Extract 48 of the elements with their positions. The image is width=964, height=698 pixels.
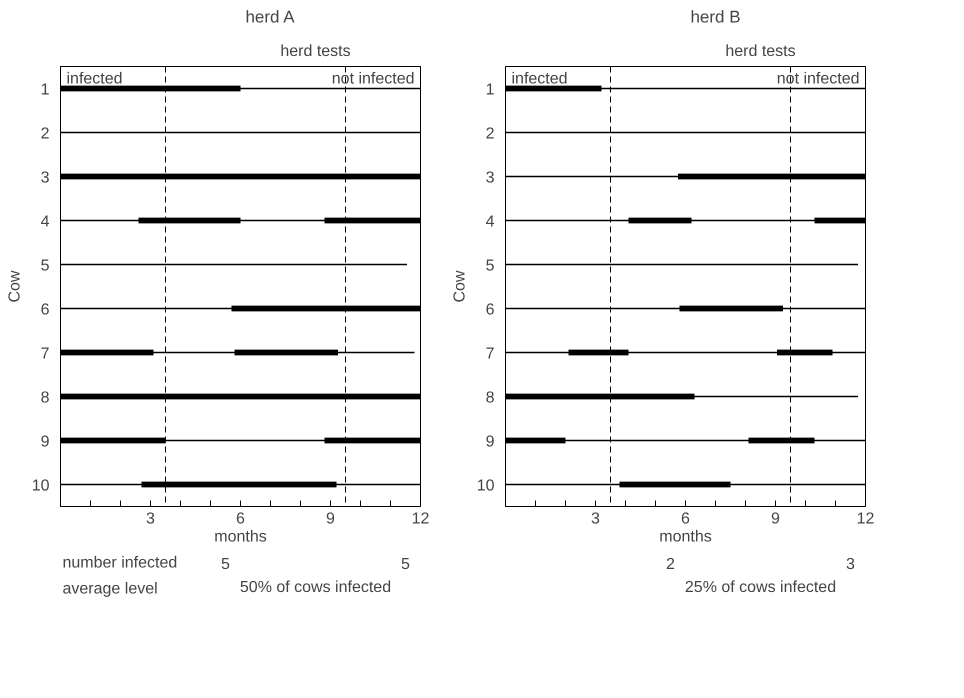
x-tick-label: 6: [681, 510, 690, 528]
x-axis-title: months: [659, 528, 712, 546]
y-tick-label: 4: [486, 214, 495, 230]
y-tick-label: 10: [32, 478, 50, 494]
text: herd tests: [280, 43, 351, 60]
y-tick-label: 3: [486, 170, 495, 186]
text: 2: [666, 556, 676, 573]
x-tick-label: 6: [236, 510, 246, 528]
y-tick-label: 4: [40, 214, 50, 230]
y-tick-label: 6: [486, 302, 495, 318]
y-tick-label: 7: [486, 346, 495, 362]
text: average level: [62, 580, 158, 598]
y-tick-label: 2: [486, 126, 495, 142]
y-tick-label: 3: [40, 170, 50, 186]
annotation: infected: [66, 70, 123, 88]
x-tick-label: 9: [771, 510, 780, 528]
text: 3: [846, 556, 856, 573]
y-tick-label: 8: [40, 390, 50, 406]
y-tick-label: 10: [476, 478, 495, 494]
y-tick-label: 9: [486, 434, 495, 450]
y-tick-label: 1: [486, 82, 495, 98]
x-tick-label: 3: [591, 510, 600, 528]
x-axis-title: months: [214, 528, 267, 546]
y-tick-label: 5: [486, 258, 495, 274]
text: 5: [401, 556, 410, 573]
chart-title: herd B: [690, 8, 741, 26]
y-tick-label: 8: [486, 390, 495, 406]
text: number infected: [62, 554, 178, 572]
y-axis-title: Cow: [452, 270, 469, 303]
annotation: infected: [512, 70, 568, 88]
text: 5: [221, 556, 230, 573]
chart-title: herd A: [245, 8, 296, 26]
text: herd tests: [725, 43, 796, 60]
y-tick-label: 7: [40, 346, 50, 362]
x-tick-label: 9: [326, 510, 336, 528]
annotation: not infected: [776, 70, 860, 88]
y-tick-label: 5: [40, 258, 50, 274]
y-tick-label: 1: [40, 82, 50, 98]
x-tick-label: 12: [856, 510, 874, 528]
text: 50% of cows infected: [240, 579, 392, 596]
text: 25% of cows infected: [684, 579, 836, 596]
annotation: not infected: [332, 70, 415, 88]
y-tick-label: 2: [40, 126, 50, 142]
y-tick-label: 6: [40, 302, 50, 318]
x-tick-label: 3: [146, 510, 156, 528]
y-axis-title: Cow: [6, 270, 24, 303]
x-tick-label: 12: [412, 510, 430, 528]
y-tick-label: 9: [40, 434, 50, 450]
